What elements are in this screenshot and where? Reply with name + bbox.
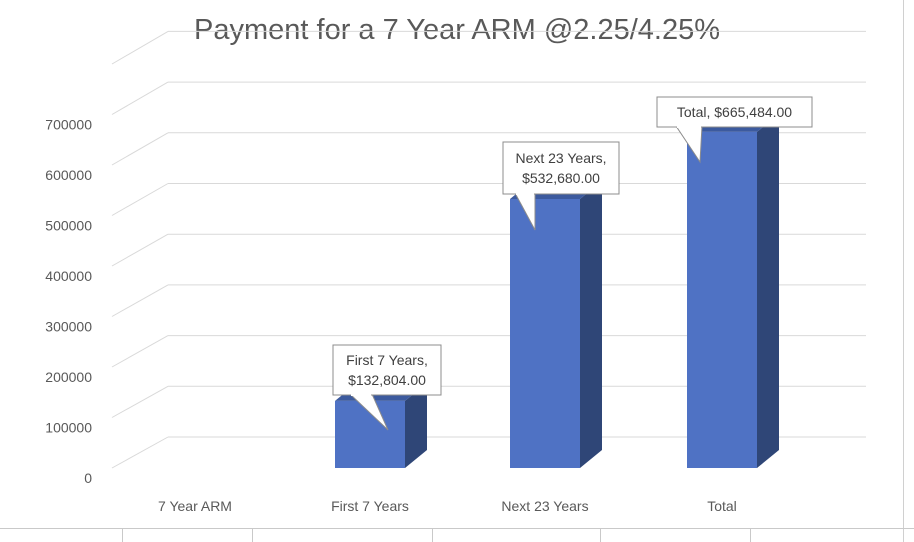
bar-side — [757, 113, 779, 469]
data-label: First 7 Years, — [346, 352, 428, 368]
gridline-diagonal — [111, 183, 169, 216]
y-tick-label: 500000 — [45, 218, 92, 234]
y-tick-label: 100000 — [45, 420, 92, 436]
gridline-diagonal — [111, 284, 169, 317]
y-tick-label: 300000 — [45, 319, 92, 335]
bar — [510, 198, 580, 469]
data-callout-box — [656, 96, 813, 128]
bar-side — [405, 382, 427, 468]
sheet-gridline-right — [903, 0, 904, 542]
gridline-diagonal — [111, 81, 169, 115]
data-label: Total, $665,484.00 — [677, 104, 792, 120]
y-tick-label: 700000 — [45, 117, 92, 133]
bar — [687, 131, 757, 468]
data-label: $532,680.00 — [522, 170, 600, 186]
gridline-diagonal — [111, 335, 169, 368]
y-tick-label: 0 — [84, 470, 92, 486]
data-label: Next 23 Years, — [515, 150, 606, 166]
gridline-diagonal — [111, 385, 169, 418]
bar-side — [580, 180, 602, 469]
sheet-column-divider — [432, 529, 433, 542]
y-tick-label: 400000 — [45, 268, 92, 284]
gridline-diagonal — [111, 233, 169, 267]
x-tick-label: Next 23 Years — [501, 498, 588, 514]
y-tick-label: 600000 — [45, 167, 92, 183]
sheet-column-divider — [750, 529, 751, 542]
sheet-column-divider — [252, 529, 253, 542]
data-callout-box — [332, 344, 442, 396]
data-callout-box — [502, 141, 620, 195]
sheet-gridline-bottom — [0, 528, 914, 529]
sheet-column-divider — [600, 529, 601, 542]
sheet-column-divider — [122, 529, 123, 542]
gridline-diagonal — [111, 436, 169, 469]
gridline-diagonal — [111, 132, 169, 166]
y-tick-label: 200000 — [45, 369, 92, 385]
gridline-diagonal — [111, 30, 169, 65]
x-tick-label: First 7 Years — [331, 498, 409, 514]
x-tick-label: 7 Year ARM — [158, 498, 232, 514]
data-label: $132,804.00 — [348, 372, 426, 388]
x-tick-label: Total — [707, 498, 737, 514]
chart-title: Payment for a 7 Year ARM @2.25/4.25% — [194, 14, 720, 46]
